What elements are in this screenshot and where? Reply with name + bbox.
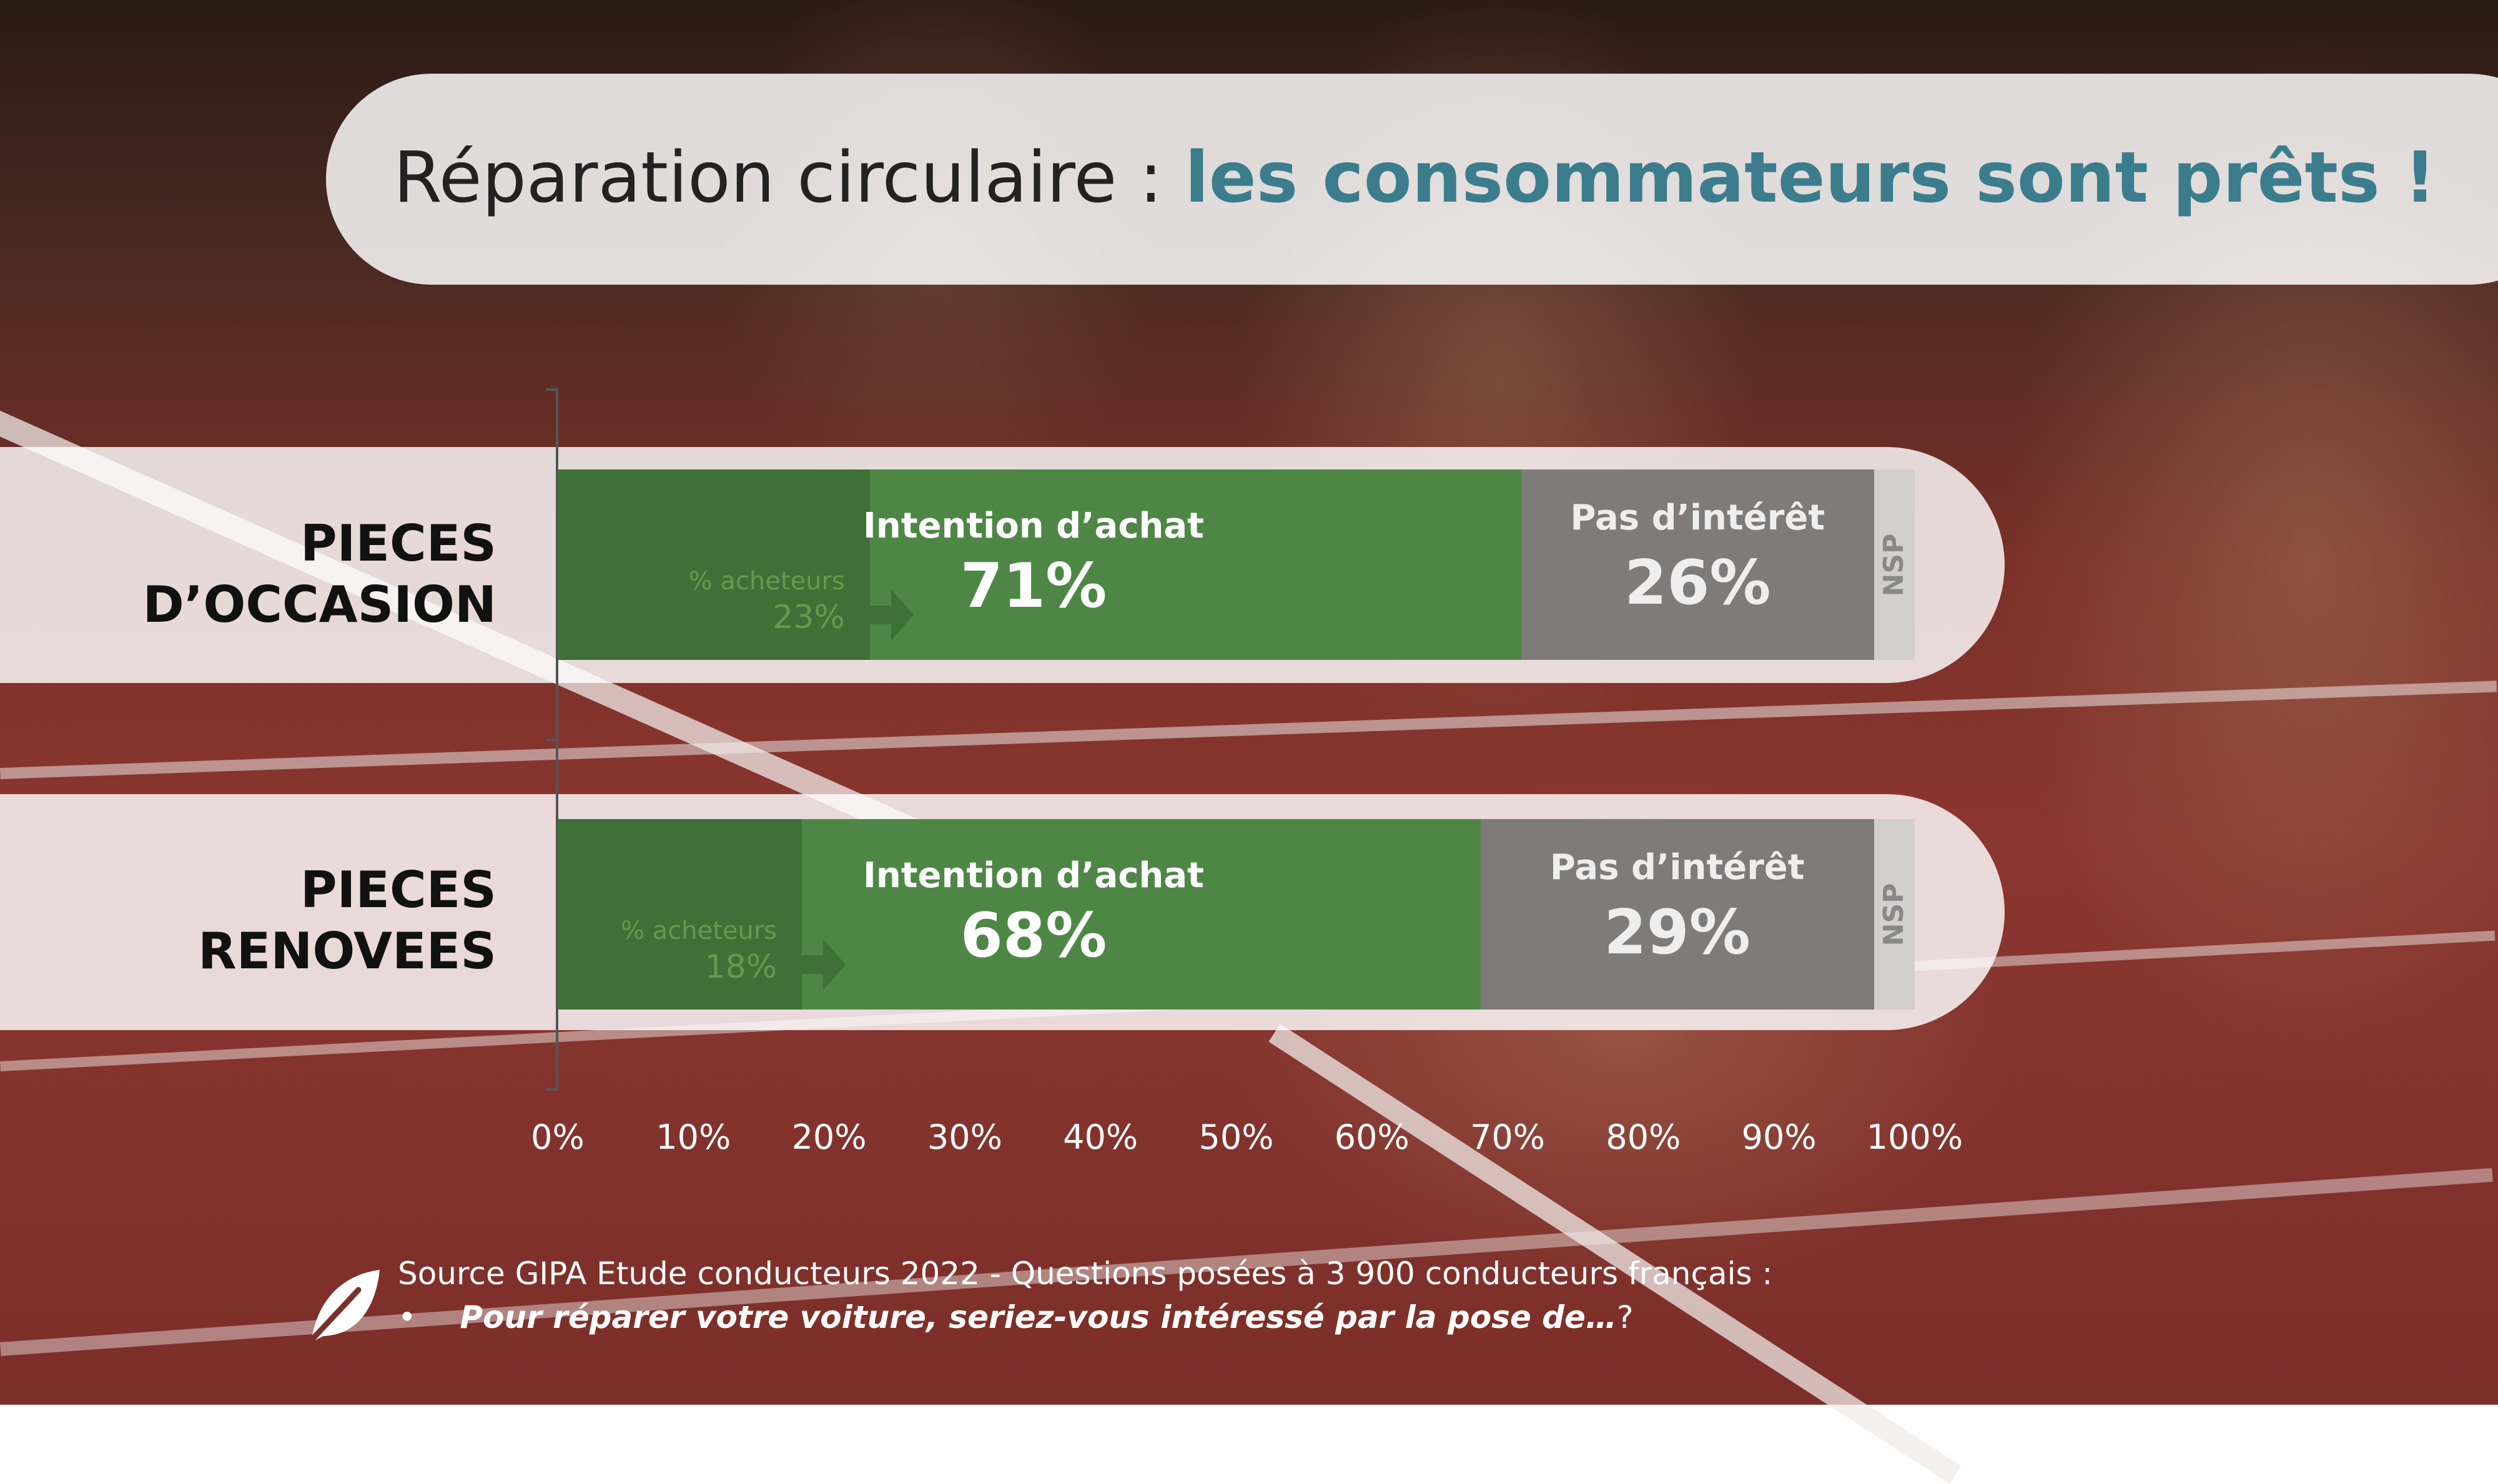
- title-banner: [326, 74, 2498, 285]
- x-tick-label: 40%: [1063, 1118, 1138, 1157]
- leaf-icon: [303, 1270, 380, 1349]
- bar-intention: [869, 469, 1521, 660]
- x-tick-label: 10%: [656, 1118, 731, 1157]
- intention-value: 71%: [960, 551, 1107, 622]
- title-part1: Réparation circulaire :: [393, 137, 1163, 219]
- x-tick-label: 70%: [1470, 1118, 1546, 1157]
- row-label-line1: PIECES: [300, 861, 496, 919]
- no-interest-value: 29%: [1604, 897, 1750, 968]
- buyers-value: 18%: [704, 948, 778, 986]
- buyers-value: 23%: [773, 599, 845, 636]
- x-tick-label: 20%: [791, 1118, 867, 1157]
- y-axis-tick: [546, 1088, 558, 1091]
- x-tick-label: 0%: [531, 1118, 585, 1157]
- source-note: Source GIPA Etude conducteurs 2022 - Que…: [398, 1256, 1773, 1292]
- question-text: Pour réparer votre voiture, seriez-vous …: [460, 1299, 1617, 1335]
- bar-intention: [802, 819, 1481, 1010]
- nsp-label: NSP: [1878, 883, 1910, 946]
- bar-no-interest: [1480, 819, 1874, 1010]
- bullet: •: [398, 1299, 417, 1335]
- x-tick-label: 50%: [1198, 1118, 1274, 1157]
- buyers-label: % acheteurs: [621, 916, 778, 945]
- x-tick-label: 100%: [1866, 1118, 1963, 1157]
- title-part2: les consommateurs sont prêts !: [1185, 137, 2436, 219]
- page-title: Réparation circulaire : les consommateur…: [393, 125, 2436, 231]
- no-interest-value: 26%: [1624, 548, 1771, 619]
- y-axis-tick: [546, 388, 558, 391]
- x-tick-label: 80%: [1606, 1118, 1681, 1157]
- arrow-right-icon: [866, 589, 914, 641]
- buyers-label: % acheteurs: [688, 567, 845, 596]
- no-interest-label: Pas d’intérêt: [1570, 498, 1825, 538]
- bar-no-interest: [1521, 469, 1874, 660]
- intention-value: 68%: [960, 900, 1107, 971]
- x-tick-label: 30%: [927, 1118, 1002, 1157]
- nsp-label: NSP: [1878, 533, 1910, 597]
- arrow-right-icon: [798, 939, 846, 990]
- bar-nsp: [1874, 469, 1915, 660]
- intention-label: Intention d’achat: [863, 506, 1204, 546]
- question-mark: ?: [1616, 1299, 1634, 1335]
- row-label-line1: PIECES: [300, 514, 496, 572]
- row-label-line2: RENOVEES: [198, 922, 496, 980]
- bar-nsp: [1874, 819, 1915, 1010]
- row-label-renovees: PIECES RENOVEES: [59, 860, 496, 982]
- no-interest-label: Pas d’intérêt: [1549, 847, 1805, 888]
- x-tick-label: 60%: [1334, 1118, 1409, 1157]
- survey-question: • Pour réparer votre voiture, seriez-vous…: [398, 1295, 1634, 1339]
- row-label-line2: D’OCCASION: [142, 576, 496, 634]
- bar-buyers: [558, 469, 870, 660]
- row-label-occasion: PIECES D’OCCASION: [59, 513, 496, 636]
- y-axis-tick: [546, 739, 558, 741]
- bar-buyers: [558, 819, 802, 1010]
- intention-label: Intention d’achat: [863, 855, 1204, 896]
- x-tick-label: 90%: [1741, 1118, 1817, 1157]
